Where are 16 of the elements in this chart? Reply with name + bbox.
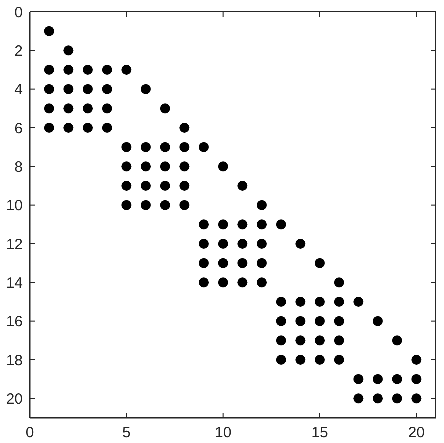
x-tick-label: 5 xyxy=(122,424,131,442)
x-tick-label: 10 xyxy=(214,424,232,442)
y-tick-label: 8 xyxy=(14,158,23,176)
y-tick-label: 14 xyxy=(6,274,23,292)
y-tick-label: 4 xyxy=(14,82,23,99)
y-tick-label: 6 xyxy=(14,120,23,138)
y-tick-label: 0 xyxy=(14,4,23,22)
x-tick-label: 0 xyxy=(26,424,34,442)
y-tick-label: 18 xyxy=(6,352,23,370)
y-tick-label: 2 xyxy=(14,42,23,60)
x-tick-label: 15 xyxy=(312,424,328,442)
x-tick-label: 20 xyxy=(408,424,426,442)
y-tick-label: 16 xyxy=(6,314,23,331)
y-tick-label: 10 xyxy=(6,198,23,215)
y-tick-label: 12 xyxy=(6,236,23,254)
y-tick-label: 20 xyxy=(6,390,23,408)
